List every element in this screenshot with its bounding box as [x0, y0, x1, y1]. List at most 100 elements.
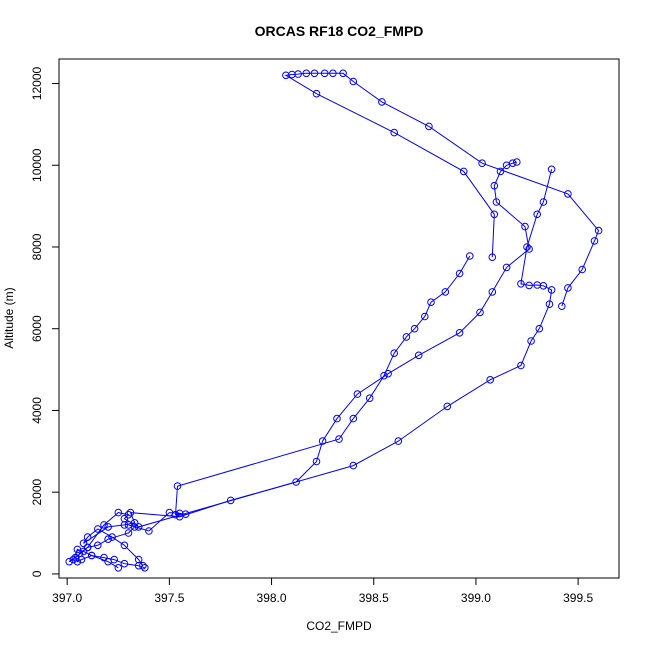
- data-point: [390, 128, 399, 137]
- data-point: [488, 288, 497, 296]
- data-point: [310, 69, 319, 78]
- data-point: [110, 555, 118, 564]
- data-point: [486, 376, 495, 384]
- data-point: [104, 535, 112, 544]
- data-point: [120, 514, 129, 523]
- data-series: [282, 69, 603, 311]
- data-point: [443, 402, 452, 411]
- data-point: [523, 243, 531, 251]
- data-point: [455, 329, 464, 337]
- data-point: [349, 461, 358, 470]
- data-point: [521, 222, 529, 231]
- data-point: [459, 167, 468, 176]
- data-point: [69, 555, 78, 564]
- data-point: [492, 198, 501, 206]
- data-point: [455, 269, 464, 278]
- data-point: [108, 533, 116, 541]
- x-axis-label: CO2_FMPD: [306, 619, 372, 633]
- data-point: [502, 263, 511, 272]
- data-point: [126, 508, 135, 517]
- data-point: [508, 159, 517, 167]
- data-point: [134, 523, 143, 531]
- x-axis: 397.0 397.5 398.0 398.5 399.0 399.5: [52, 577, 593, 605]
- data-point: [421, 312, 429, 321]
- data-point: [517, 361, 525, 370]
- data-point: [73, 557, 82, 566]
- data-point: [100, 521, 108, 529]
- x-tick-label: 398.5: [359, 591, 389, 605]
- x-tick-label: 399.0: [461, 591, 491, 605]
- data-point: [349, 414, 358, 423]
- data-point: [513, 158, 521, 166]
- data-point: [312, 457, 321, 466]
- data-point: [145, 527, 153, 535]
- data-point: [365, 394, 374, 403]
- data-point: [478, 159, 486, 167]
- data-point: [87, 551, 96, 560]
- series-layer: [65, 69, 603, 572]
- data-point: [380, 371, 388, 380]
- data-point: [226, 496, 235, 505]
- data-point: [333, 414, 341, 423]
- series-line: [83, 161, 530, 566]
- data-point: [124, 510, 133, 519]
- y-tick-label: 10000: [30, 148, 44, 182]
- series-line: [284, 72, 600, 307]
- data-point: [335, 435, 343, 443]
- data-point: [490, 181, 499, 190]
- y-tick-label: 6000: [30, 315, 44, 342]
- data-point: [564, 190, 572, 198]
- data-point: [134, 561, 143, 570]
- data-point: [527, 337, 535, 345]
- data-point: [488, 253, 497, 262]
- series-line: [76, 169, 553, 569]
- data-point: [525, 245, 533, 253]
- data-point: [539, 198, 548, 206]
- data-series: [73, 165, 556, 572]
- y-tick-label: 4000: [30, 397, 44, 424]
- data-point: [517, 280, 525, 288]
- x-tick-label: 397.5: [154, 591, 184, 605]
- data-point: [302, 69, 311, 78]
- data-point: [394, 437, 403, 445]
- data-point: [427, 298, 435, 307]
- data-point: [83, 543, 92, 552]
- data-point: [73, 545, 82, 554]
- data-point: [120, 559, 129, 568]
- data-point: [282, 71, 290, 80]
- data-point: [466, 252, 474, 260]
- data-point: [339, 69, 347, 78]
- data-point: [114, 564, 123, 572]
- x-tick-label: 398.0: [257, 591, 287, 605]
- data-point: [353, 390, 362, 398]
- data-point: [104, 523, 112, 531]
- data-point: [173, 482, 182, 490]
- data-point: [564, 284, 572, 292]
- data-point: [558, 302, 566, 311]
- data-point: [545, 300, 554, 309]
- data-point: [578, 265, 587, 274]
- y-tick-label: 0: [30, 570, 44, 577]
- data-point: [594, 226, 603, 235]
- data-point: [320, 69, 329, 78]
- y-axis-label: Altitude (m): [2, 287, 16, 348]
- data-point: [441, 288, 450, 296]
- data-point: [124, 529, 133, 537]
- y-axis: 0 2000 4000 6000 8000 10000 12000: [30, 67, 60, 577]
- data-point: [547, 165, 556, 174]
- x-tick-label: 397.0: [52, 591, 82, 605]
- data-point: [390, 349, 399, 358]
- data-point: [114, 508, 123, 517]
- data-point: [490, 210, 499, 219]
- data-point: [292, 478, 300, 486]
- data-series: [79, 158, 533, 570]
- y-tick-label: 2000: [30, 479, 44, 506]
- data-point: [79, 539, 88, 548]
- data-point: [75, 549, 84, 558]
- data-point: [535, 324, 544, 333]
- chart-title: ORCAS RF18 CO2_FMPD: [255, 23, 424, 39]
- x-tick-label: 399.5: [563, 591, 593, 605]
- data-point: [525, 281, 533, 290]
- data-point: [547, 286, 556, 294]
- data-point: [384, 369, 392, 378]
